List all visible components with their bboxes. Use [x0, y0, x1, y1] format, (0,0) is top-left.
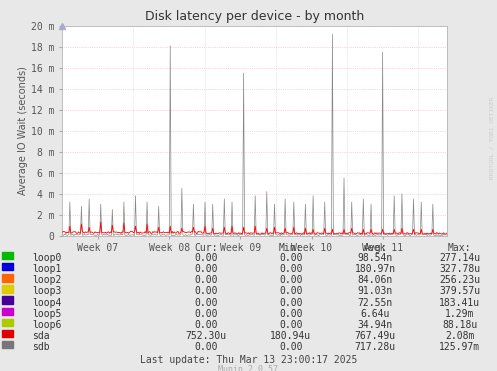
- Y-axis label: Average IO Wait (seconds): Average IO Wait (seconds): [18, 66, 28, 195]
- Text: 98.54n: 98.54n: [358, 253, 393, 263]
- Text: loop1: loop1: [32, 264, 62, 274]
- Text: 0.00: 0.00: [279, 286, 303, 296]
- Text: 0.00: 0.00: [279, 342, 303, 352]
- Text: 91.03n: 91.03n: [358, 286, 393, 296]
- Text: 327.78u: 327.78u: [439, 264, 480, 274]
- Text: 0.00: 0.00: [279, 264, 303, 274]
- Text: 1.29m: 1.29m: [445, 309, 475, 319]
- Text: 180.94u: 180.94u: [270, 331, 311, 341]
- Text: 379.57u: 379.57u: [439, 286, 480, 296]
- Text: 0.00: 0.00: [194, 309, 218, 319]
- Text: 0.00: 0.00: [194, 320, 218, 330]
- Text: 88.18u: 88.18u: [442, 320, 477, 330]
- Text: loop4: loop4: [32, 298, 62, 308]
- Text: 0.00: 0.00: [279, 298, 303, 308]
- Text: 717.28u: 717.28u: [355, 342, 396, 352]
- Title: Disk latency per device - by month: Disk latency per device - by month: [145, 10, 364, 23]
- Text: 72.55n: 72.55n: [358, 298, 393, 308]
- Text: 0.00: 0.00: [194, 286, 218, 296]
- Text: Munin 2.0.57: Munin 2.0.57: [219, 365, 278, 371]
- Text: 0.00: 0.00: [279, 309, 303, 319]
- Text: Min:: Min:: [279, 243, 303, 253]
- Text: loop3: loop3: [32, 286, 62, 296]
- Text: 0.00: 0.00: [279, 320, 303, 330]
- Text: 0.00: 0.00: [279, 275, 303, 285]
- Text: 180.97n: 180.97n: [355, 264, 396, 274]
- Text: 84.06n: 84.06n: [358, 275, 393, 285]
- Text: 0.00: 0.00: [194, 298, 218, 308]
- Text: 34.94n: 34.94n: [358, 320, 393, 330]
- Text: 0.00: 0.00: [279, 253, 303, 263]
- Text: 183.41u: 183.41u: [439, 298, 480, 308]
- Text: loop5: loop5: [32, 309, 62, 319]
- Text: 752.30u: 752.30u: [186, 331, 227, 341]
- Text: loop2: loop2: [32, 275, 62, 285]
- Text: 277.14u: 277.14u: [439, 253, 480, 263]
- Text: Avg:: Avg:: [363, 243, 387, 253]
- Text: 256.23u: 256.23u: [439, 275, 480, 285]
- Text: 0.00: 0.00: [194, 264, 218, 274]
- Text: loop6: loop6: [32, 320, 62, 330]
- Text: 0.00: 0.00: [194, 275, 218, 285]
- Text: Cur:: Cur:: [194, 243, 218, 253]
- Text: loop0: loop0: [32, 253, 62, 263]
- Text: sda: sda: [32, 331, 50, 341]
- Text: 0.00: 0.00: [194, 342, 218, 352]
- Text: 2.08m: 2.08m: [445, 331, 475, 341]
- Text: sdb: sdb: [32, 342, 50, 352]
- Text: 0.00: 0.00: [194, 253, 218, 263]
- Text: RRDTOOL / TOBI OETIKER: RRDTOOL / TOBI OETIKER: [490, 96, 495, 178]
- Text: Last update: Thu Mar 13 23:00:17 2025: Last update: Thu Mar 13 23:00:17 2025: [140, 355, 357, 365]
- Text: 767.49u: 767.49u: [355, 331, 396, 341]
- Text: 6.64u: 6.64u: [360, 309, 390, 319]
- Text: Max:: Max:: [448, 243, 472, 253]
- Text: 125.97m: 125.97m: [439, 342, 480, 352]
